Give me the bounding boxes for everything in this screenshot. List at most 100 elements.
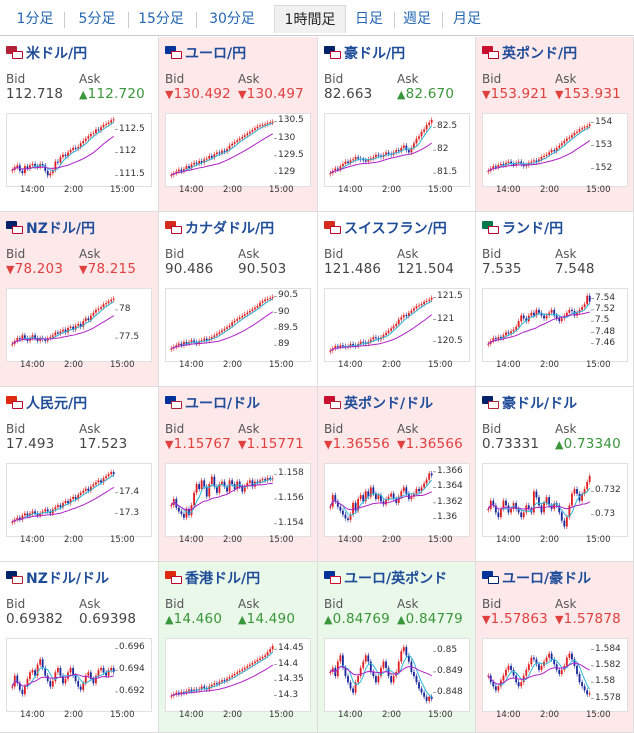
- candle: [583, 127, 586, 129]
- pair-title[interactable]: ユーロ/円: [165, 43, 246, 62]
- pair-title[interactable]: ユーロ/ドル: [165, 393, 261, 412]
- rate-card[interactable]: ユーロ/豪ドル Bid Ask ▼1.57863 ▼1.57878 1.584 1.582 1…: [476, 562, 634, 733]
- y-tick-label: 90: [278, 306, 290, 317]
- quote-flag-icon: [488, 51, 499, 59]
- pair-title[interactable]: ユーロ/豪ドル: [482, 568, 591, 587]
- price-chart[interactable]: 14.45 14.4 14.35 14.3: [165, 638, 311, 712]
- tab-8[interactable]: 月足: [453, 11, 481, 27]
- tab-6[interactable]: 日足: [355, 11, 383, 27]
- price-chart[interactable]: 1.158 1.156 1.154: [165, 463, 311, 537]
- candle: [221, 330, 223, 333]
- price-chart[interactable]: 17.4 17.3: [6, 463, 152, 537]
- candle: [538, 309, 540, 313]
- pair-title[interactable]: NZドル/ドル: [6, 568, 109, 587]
- pair-title[interactable]: 英ポンド/円: [482, 43, 577, 62]
- rate-card[interactable]: 米ドル/円 Bid Ask 112.718 ▲112.720 112.5 112 111.5 1…: [0, 37, 159, 212]
- price-chart[interactable]: 90.5 90 89.5 89: [165, 288, 311, 362]
- candle: [395, 499, 398, 503]
- pair-title[interactable]: 豪ドル/ドル: [482, 393, 577, 412]
- tab-3[interactable]: 15分足: [138, 11, 184, 27]
- candle: [545, 315, 548, 319]
- x-tick-label: 2:00: [64, 710, 84, 720]
- candle: [97, 129, 100, 131]
- price-chart[interactable]: 130.5 130 129.5 129: [165, 113, 311, 187]
- pair-title[interactable]: 人民元/円: [6, 393, 87, 412]
- price-chart[interactable]: 0.732 0.73: [482, 463, 628, 537]
- pair-title[interactable]: 香港ドル/円: [165, 568, 260, 587]
- rate-card[interactable]: スイスフラン/円 Bid Ask 121.486 121.504 121.5 121 120.…: [318, 212, 476, 387]
- price-chart[interactable]: 7.54 7.52 7.5 7.48 7.46: [482, 288, 628, 362]
- candle: [112, 298, 115, 300]
- price-chart[interactable]: 0.85 0.849 0.848: [324, 638, 470, 712]
- candle: [428, 299, 431, 301]
- down-arrow-icon: ▼: [397, 438, 406, 451]
- rate-card[interactable]: 英ポンド/ドル Bid Ask ▼1.36556 ▼1.36566 1.366 1.364 1…: [318, 387, 476, 562]
- x-tick-label: 2:00: [540, 710, 560, 720]
- down-arrow-icon: ▼: [482, 88, 491, 101]
- candle: [387, 330, 390, 333]
- pair-name: スイスフラン/円: [344, 221, 447, 237]
- quote-flag-icon: [330, 576, 341, 584]
- rate-card[interactable]: ユーロ/英ポンド Bid Ask ▲0.84769 ▲0.84779 0.85 0.849 0…: [318, 562, 476, 733]
- pair-title[interactable]: 豪ドル/円: [324, 43, 405, 62]
- rate-card[interactable]: 人民元/円 Bid Ask 17.493 17.523 17.4 17.3 14:00 2:00…: [0, 387, 159, 562]
- candle: [517, 682, 520, 687]
- pair-title[interactable]: NZドル/円: [6, 218, 95, 237]
- candle: [400, 317, 403, 320]
- rate-card[interactable]: カナダドル/円 Bid Ask 90.486 90.503 90.5 90 89.5 89 14:…: [159, 212, 318, 387]
- pair-title[interactable]: ランド/円: [482, 218, 563, 237]
- rate-card[interactable]: ランド/円 Bid Ask 7.535 7.548 7.54 7.52 7.5 7.48 7.46…: [476, 212, 634, 387]
- candle: [175, 171, 178, 174]
- candle: [203, 480, 206, 487]
- x-tick-label: 15:00: [110, 185, 135, 195]
- bid-price: 1.15767: [173, 436, 231, 452]
- tab-7[interactable]: 週足: [403, 11, 431, 27]
- price-chart[interactable]: 112.5 112 111.5: [6, 113, 152, 187]
- candle: [560, 143, 563, 146]
- currency-flags-icon: [482, 46, 500, 60]
- base-flag-icon: [324, 396, 335, 404]
- pair-title[interactable]: カナダドル/円: [165, 218, 274, 237]
- candle: [243, 135, 246, 137]
- candle: [215, 683, 218, 685]
- rate-card[interactable]: NZドル/ドル Bid Ask 0.69382 0.69398 0.696 0.694 0.6…: [0, 562, 159, 733]
- price-chart[interactable]: 1.366 1.364 1.362 1.36: [324, 463, 470, 537]
- pair-title[interactable]: スイスフラン/円: [324, 218, 447, 237]
- pair-name: ユーロ/ドル: [185, 396, 261, 412]
- price-chart[interactable]: 154 153 152: [482, 113, 628, 187]
- price-chart[interactable]: 78 77.5: [6, 288, 152, 362]
- candle: [520, 315, 523, 322]
- down-arrow-icon: ▼: [482, 613, 491, 626]
- currency-flags-icon: [324, 571, 342, 585]
- tab-2[interactable]: 5分足: [78, 11, 116, 27]
- tab-1[interactable]: 1分足: [16, 11, 54, 27]
- candle: [425, 696, 428, 701]
- price-chart[interactable]: 1.584 1.582 1.58 1.578: [482, 638, 628, 712]
- tab-5[interactable]: 1時間足: [274, 5, 346, 33]
- rate-card[interactable]: 豪ドル/円 Bid Ask 82.663 ▲82.670 82.5 82 81.5 14:00 2…: [318, 37, 476, 212]
- tab-4[interactable]: 30分足: [209, 11, 255, 27]
- pair-title[interactable]: 英ポンド/ドル: [324, 393, 433, 412]
- x-tick-label: 14:00: [496, 710, 521, 720]
- rate-card[interactable]: ユーロ/ドル Bid Ask ▼1.15767 ▼1.15771 1.158 1.156 1.…: [159, 387, 318, 562]
- price-chart[interactable]: 0.696 0.694 0.692: [6, 638, 152, 712]
- up-arrow-icon: ▲: [555, 438, 564, 451]
- candle: [56, 668, 59, 673]
- rate-card[interactable]: ユーロ/円 Bid Ask ▼130.492 ▼130.497 130.5 130 129.5…: [159, 37, 318, 212]
- rate-card[interactable]: 英ポンド/円 Bid Ask ▼153.921 ▼153.931 154 153 152 14:…: [476, 37, 634, 212]
- candle: [72, 496, 75, 499]
- ask-price: 1.36566: [405, 436, 463, 452]
- rate-card[interactable]: 豪ドル/ドル Bid Ask 0.73331 ▲0.73340 0.732 0.73 14:0…: [476, 387, 634, 562]
- ma-long-line: [12, 315, 114, 345]
- pair-title[interactable]: 米ドル/円: [6, 43, 87, 62]
- candle: [494, 686, 497, 691]
- bid-label: Bid: [165, 72, 185, 86]
- candle: [329, 671, 332, 673]
- pair-title[interactable]: ユーロ/英ポンド: [324, 568, 447, 587]
- rate-card[interactable]: NZドル/円 Bid Ask ▼78.203 ▼78.215 78 77.5 14:00 2:0…: [0, 212, 159, 387]
- ask-value: ▼130.497: [238, 86, 304, 102]
- rate-card[interactable]: 香港ドル/円 Bid Ask ▲14.460 ▲14.490 14.45 14.4 14.35…: [159, 562, 318, 733]
- currency-flags-icon: [482, 571, 500, 585]
- price-chart[interactable]: 82.5 82 81.5: [324, 113, 470, 187]
- price-chart[interactable]: 121.5 121 120.5: [324, 288, 470, 362]
